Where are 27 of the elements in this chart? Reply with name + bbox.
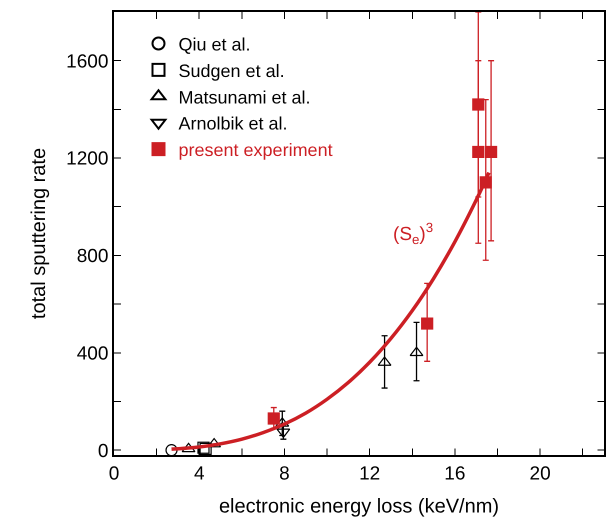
legend-label: Qiu et al. [178,34,251,55]
x-tick-label: 4 [194,464,205,485]
point [421,317,434,330]
point [268,412,280,425]
point [472,98,484,111]
point [484,146,498,158]
point [165,444,178,455]
x-tick-label: 12 [359,464,380,485]
x-tick-label: 20 [530,464,551,485]
legend-label: present experiment [178,140,333,160]
x-tick-label: 16 [444,464,466,485]
legend-label: Matsunami et al. [178,87,311,108]
point [200,442,212,455]
x-axis-title: electronic energy loss (keV/nm) [218,496,500,518]
x-tick-label: 8 [279,464,290,485]
y-tick-label: 1200 [66,148,108,170]
y-axis-title: total sputtering rate [28,148,50,320]
annotation: (S$_{e}$)$^{3}$ [393,220,434,247]
point [197,442,210,454]
legend-label: Sudgen et al. [178,60,285,81]
legend-label: Arnolbik et al. [178,114,288,134]
point [472,146,484,158]
y-tick-label: 800 [76,246,108,268]
point [410,346,424,356]
y-tick-label: 0 [98,440,108,462]
y-tick-label: 400 [76,343,108,364]
y-tick-label: 1600 [66,51,108,72]
